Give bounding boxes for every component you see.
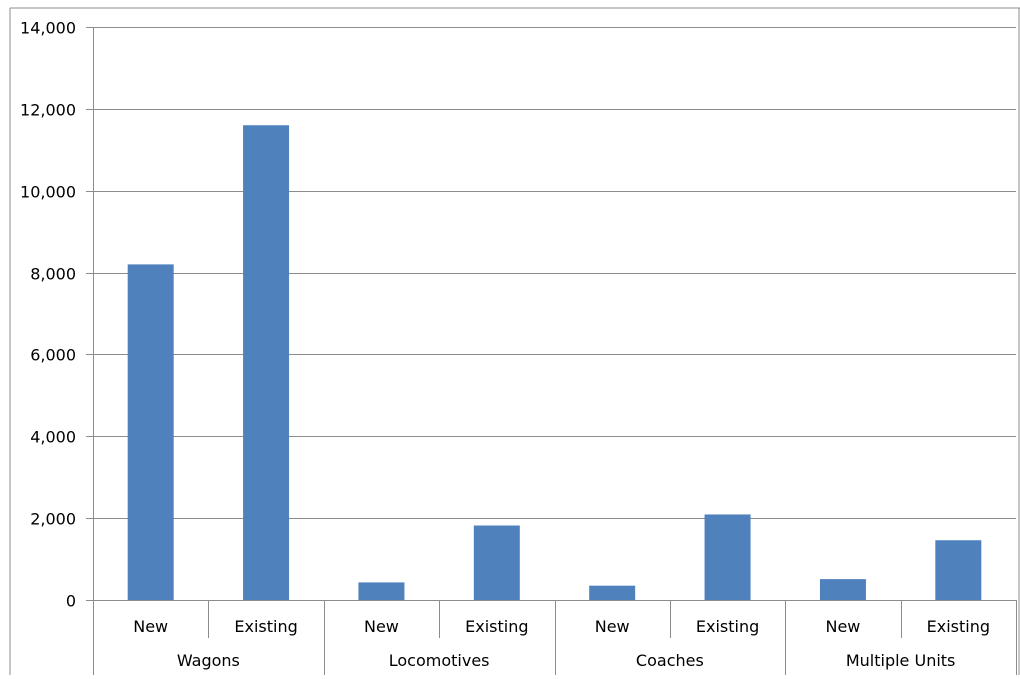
y-tick-label: 6,000 — [30, 346, 76, 365]
bar-locomotives-new — [358, 582, 405, 600]
y-tick-label: 4,000 — [30, 428, 76, 447]
y-tick-label: 8,000 — [30, 265, 76, 284]
x-category-label: New — [133, 617, 168, 636]
bar-multiple-units-existing — [935, 540, 982, 600]
y-tick-label: 12,000 — [20, 101, 76, 120]
axes — [9, 7, 1020, 675]
y-tick-label: 2,000 — [30, 510, 76, 529]
x-category-label: Existing — [927, 617, 990, 636]
bar-wagons-existing — [243, 125, 290, 600]
x-category-label: New — [595, 617, 630, 636]
x-category-label: New — [825, 617, 860, 636]
bar-wagons-new — [127, 264, 174, 600]
y-tick-label: 0 — [66, 592, 76, 611]
x-group-label: Wagons — [177, 651, 240, 670]
bars — [127, 125, 982, 600]
bar-coaches-new — [589, 585, 636, 600]
gridlines — [86, 27, 1016, 519]
y-tick-label: 14,000 — [20, 19, 76, 38]
bar-locomotives-existing — [473, 525, 520, 600]
x-category-label: Existing — [465, 617, 528, 636]
bar-multiple-units-new — [819, 579, 866, 600]
x-category-label: New — [364, 617, 399, 636]
bar-coaches-existing — [704, 514, 751, 600]
x-category-label: Existing — [696, 617, 759, 636]
x-group-label: Coaches — [636, 651, 704, 670]
y-tick-label: 10,000 — [20, 183, 76, 202]
labels: 0 2,000 4,000 6,000 8,000 10,000 12,000 14,000 N… — [20, 19, 990, 671]
x-category-label: Existing — [234, 617, 297, 636]
x-group-label: Locomotives — [389, 651, 490, 670]
x-group-label: Multiple Units — [846, 651, 956, 670]
